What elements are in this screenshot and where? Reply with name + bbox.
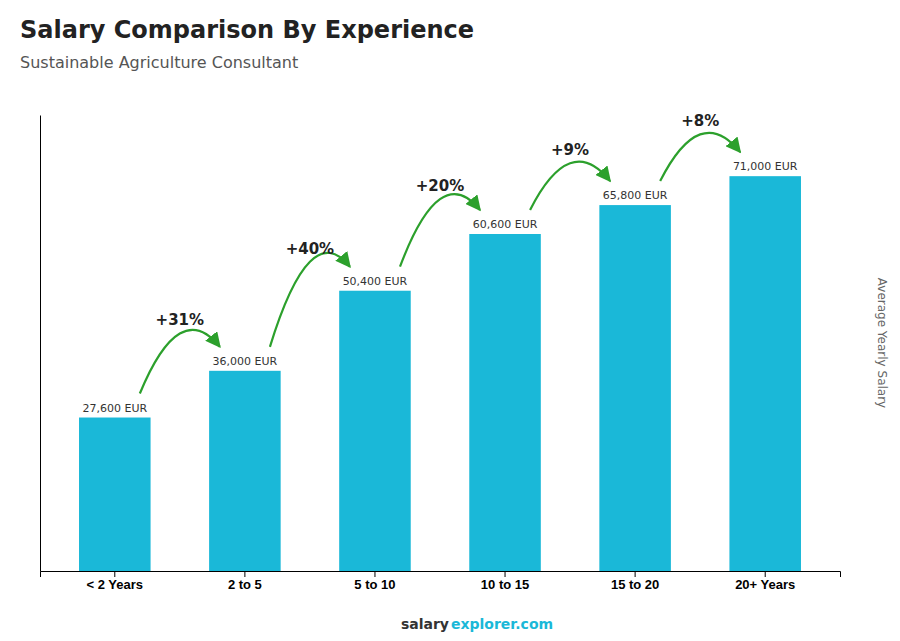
data-label: 27,600 EUR xyxy=(82,402,147,415)
bar xyxy=(599,205,671,571)
x-tick-mark xyxy=(114,571,115,577)
x-tick-mark xyxy=(635,571,636,577)
bar xyxy=(339,291,411,571)
y-axis xyxy=(40,116,41,572)
plot: < 2 Years 2 to 5 5 to 10 10 to 15 15 to 20 20… xyxy=(41,112,841,592)
annotation-arrow xyxy=(660,133,740,181)
x-tick-label: 5 to 10 xyxy=(354,577,395,592)
annotation-arrow xyxy=(530,162,610,210)
data-label: 65,800 EUR xyxy=(603,189,668,202)
x-tick-label: 10 to 15 xyxy=(481,577,529,592)
x-tick: 5 to 10 xyxy=(354,571,395,592)
data-label: 60,600 EUR xyxy=(473,218,538,231)
footer: explorer.com xyxy=(451,616,553,632)
x-tick: 15 to 20 xyxy=(611,571,659,592)
x-axis: < 2 Years 2 to 5 5 to 10 10 to 15 15 to 20 20… xyxy=(41,571,841,592)
x-tick-label: < 2 Years xyxy=(87,577,144,592)
subtitle: Sustainable Agriculture Consultant xyxy=(20,53,298,72)
data-label: 50,400 EUR xyxy=(343,275,408,288)
annotations: +31% +40% +20% +9% +8% xyxy=(140,112,740,393)
data-labels: 27,600 EUR 36,000 EUR 50,400 EUR 60,600 EUR… xyxy=(82,160,797,414)
bar xyxy=(209,371,281,571)
x-tick-label: 20+ Years xyxy=(735,577,795,592)
annotation-text: +20% xyxy=(416,177,464,195)
footer: salary xyxy=(401,616,449,632)
bars xyxy=(79,176,801,571)
data-label: 36,000 EUR xyxy=(213,355,278,368)
title: Salary Comparison By Experience xyxy=(20,16,474,44)
bar xyxy=(469,234,541,571)
annotation-text: +40% xyxy=(286,240,334,258)
annotation-text: +31% xyxy=(156,311,204,329)
x-tick: 2 to 5 xyxy=(228,571,262,592)
x-axis-line xyxy=(41,572,841,578)
x-tick: 10 to 15 xyxy=(481,571,529,592)
data-label: 71,000 EUR xyxy=(733,160,798,173)
chart: Salary Comparison By Experience Sustainab… xyxy=(0,0,900,641)
annotation-text: +9% xyxy=(551,141,589,159)
x-tick-mark xyxy=(505,571,506,577)
x-tick-label: 2 to 5 xyxy=(228,577,262,592)
annotation-arrow xyxy=(270,253,350,347)
annotation-arrow xyxy=(400,194,480,267)
bar xyxy=(79,418,151,571)
x-tick-mark xyxy=(765,571,766,577)
y-axis-line xyxy=(40,116,41,572)
y-axis-title: Average Yearly Salary xyxy=(875,278,889,408)
x-tick-mark xyxy=(374,571,375,577)
x-tick-label: 15 to 20 xyxy=(611,577,659,592)
annotation-text: +8% xyxy=(681,112,719,130)
x-tick-mark xyxy=(244,571,245,577)
x-tick: < 2 Years xyxy=(87,571,144,592)
annotation-arrow xyxy=(140,330,220,394)
bar xyxy=(729,176,801,571)
x-tick: 20+ Years xyxy=(735,571,795,592)
